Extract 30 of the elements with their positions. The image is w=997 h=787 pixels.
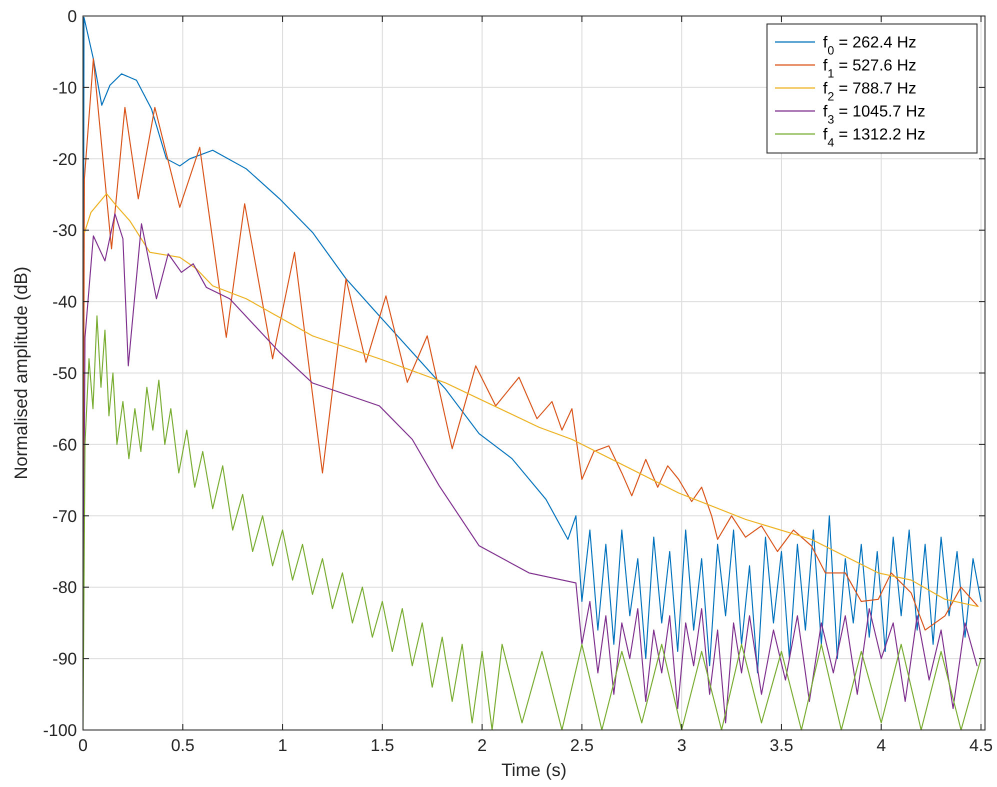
- legend-label: f$_{3}$ = 1045.7 Hz: [823, 104, 926, 127]
- line-series: [83, 213, 978, 724]
- legend-label: f$_{1}$ = 527.6 Hz: [823, 58, 916, 81]
- x-tick-label: 3: [676, 736, 686, 755]
- line-series: [84, 193, 979, 608]
- y-tick-label: -10: [52, 78, 77, 98]
- y-tick-label: -100: [42, 720, 77, 740]
- x-tick-label: 4: [876, 736, 886, 755]
- y-tick-label: 0: [68, 6, 77, 26]
- legend-label: f$_{4}$ = 1312.2 Hz: [823, 126, 926, 150]
- x-tick-label: 4.5: [969, 736, 993, 755]
- y-tick-label: -50: [52, 364, 77, 383]
- y-tick-label: -40: [52, 292, 77, 312]
- x-tick-label: 2.5: [570, 736, 594, 755]
- legend-label: f$_{2}$ = 788.7 Hz: [823, 80, 916, 104]
- y-tick-label: -60: [52, 435, 77, 454]
- x-axis-title: Time (s): [501, 760, 567, 780]
- x-tick-label: 1.5: [370, 736, 394, 755]
- x-tick-label: 0.5: [170, 736, 195, 755]
- legend-label: f$_{0}$ = 262.4 Hz: [823, 34, 916, 58]
- x-tick-label: 1: [278, 736, 288, 755]
- y-tick-label: -30: [52, 221, 77, 240]
- x-tick-label: 2: [477, 736, 487, 755]
- line-series: [83, 315, 982, 731]
- y-tick-label: -90: [52, 650, 77, 669]
- y-tick-label: -80: [52, 578, 77, 598]
- y-axis-title: Normalised amplitude (dB): [11, 266, 31, 480]
- y-tick-label: -20: [52, 150, 77, 169]
- y-tick-label: -70: [52, 506, 77, 526]
- x-tick-label: 3.5: [770, 736, 794, 755]
